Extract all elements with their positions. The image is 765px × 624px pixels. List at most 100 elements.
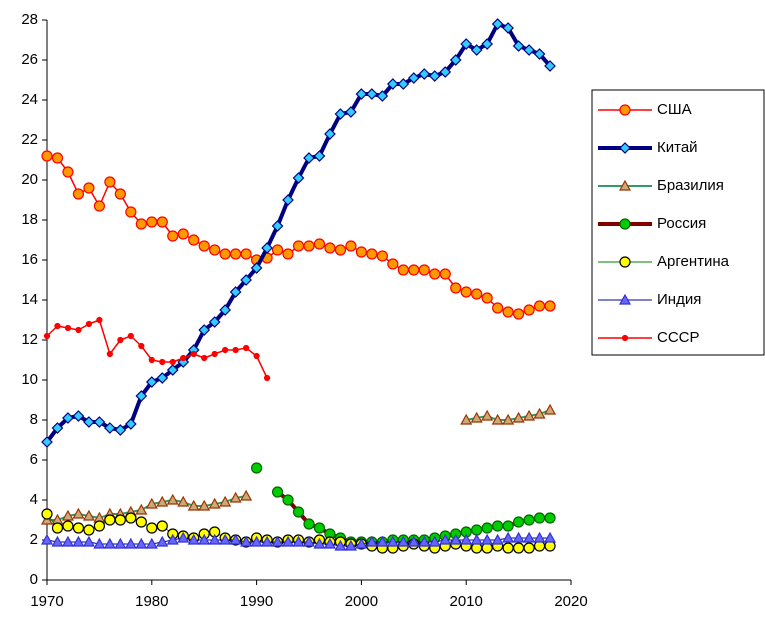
marker [243,344,250,352]
marker [365,535,378,547]
marker [397,78,410,90]
marker [418,68,431,80]
marker [460,286,472,298]
marker [62,520,74,532]
marker [146,216,158,228]
marker [43,332,51,340]
marker [54,322,61,330]
marker [292,172,305,184]
marker [198,533,211,545]
marker [303,152,315,164]
legend-marker [621,334,629,342]
marker [261,242,273,254]
marker [544,531,557,543]
marker [324,242,336,254]
marker [41,436,53,448]
marker [156,372,169,384]
marker [148,356,155,364]
marker [450,282,462,294]
marker [481,38,494,50]
legend-marker [619,218,631,230]
marker [219,304,232,316]
marker [544,300,556,312]
marker [232,346,239,354]
legend-marker [618,293,632,305]
marker [512,542,525,554]
y-tick-label: 10 [21,371,38,388]
marker [334,108,347,120]
marker [117,336,124,344]
marker [180,354,187,362]
y-tick-label: 4 [30,491,38,508]
marker [96,316,103,324]
legend-marker [619,142,631,154]
marker [85,320,93,328]
marker [188,234,200,246]
marker [263,374,271,382]
marker [156,520,168,532]
y-tick-label: 20 [21,171,38,188]
marker [51,152,64,164]
marker [502,520,514,532]
marker [114,424,127,436]
marker [386,535,399,547]
marker [250,535,263,547]
marker [439,533,452,545]
marker [533,407,546,419]
marker [41,150,53,162]
marker [83,416,95,428]
marker [124,418,137,430]
marker [187,533,200,545]
marker [222,346,229,354]
marker [156,216,168,228]
marker [62,412,74,424]
marker [345,240,357,252]
marker [502,531,515,543]
marker [229,286,242,298]
marker [460,38,473,50]
marker [460,413,473,425]
marker [271,486,284,498]
marker [219,533,232,545]
y-tick-label: 8 [30,411,38,428]
marker [491,533,504,545]
marker [533,300,546,312]
x-tick-label: 2020 [554,593,587,610]
y-tick-label: 12 [21,331,38,348]
marker [324,128,336,140]
y-tick-label: 2 [30,531,38,548]
marker [40,533,54,545]
marker [72,507,85,519]
marker [481,522,493,534]
y-tick-label: 14 [21,291,38,308]
marker [334,244,347,256]
marker [208,316,221,328]
marker [198,240,210,252]
marker [82,535,95,547]
marker [429,268,441,280]
marker [229,491,242,503]
marker [512,40,525,52]
marker [523,542,535,554]
marker [313,522,326,534]
marker [156,495,169,507]
marker [492,302,504,314]
x-tick-label: 2010 [450,593,483,610]
marker [481,533,494,545]
marker [208,533,221,545]
marker [240,274,252,286]
marker [449,54,462,66]
marker [93,416,106,428]
marker [533,531,546,543]
marker [251,462,263,474]
marker [282,248,294,260]
marker [135,537,148,549]
marker [104,422,116,434]
marker [428,70,441,82]
marker [355,246,367,258]
marker [470,411,483,423]
marker [366,88,378,100]
marker [190,350,197,358]
x-tick-label: 1980 [135,593,168,610]
marker [138,342,145,350]
